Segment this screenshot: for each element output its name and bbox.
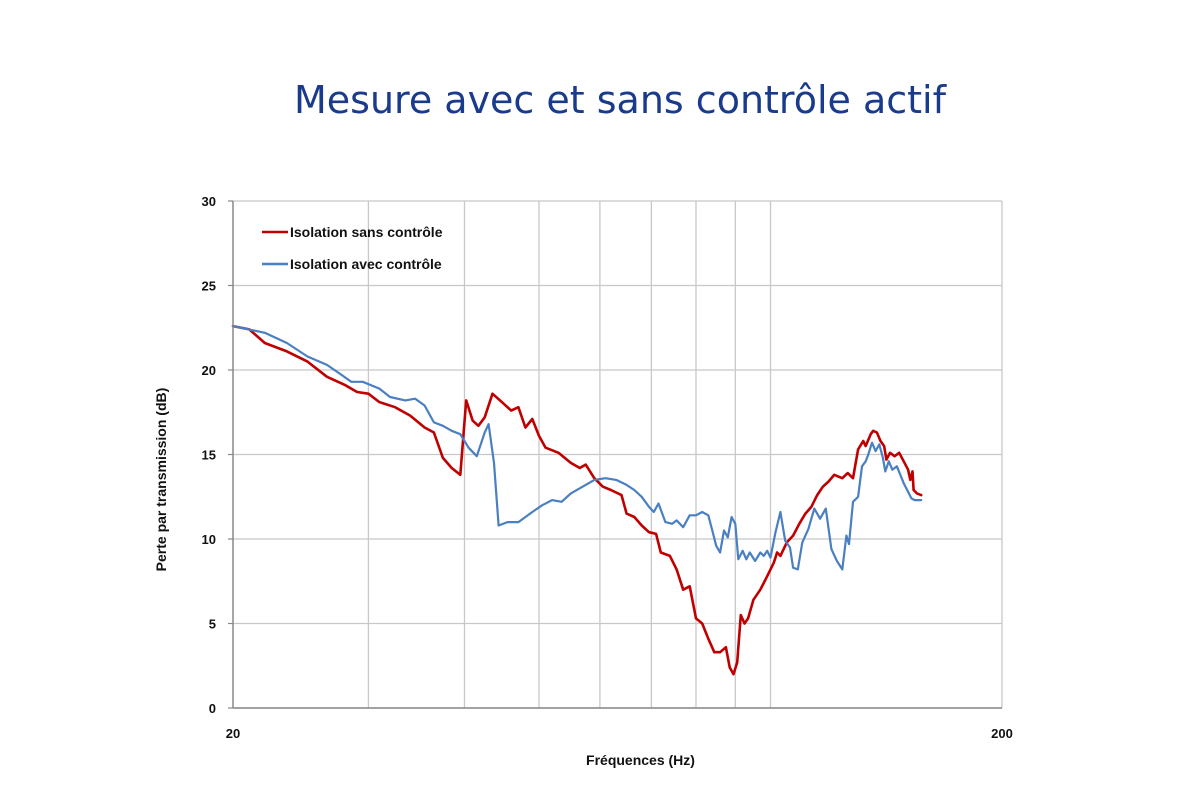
series-line-sans-controle — [231, 324, 923, 676]
series-line-avec-controle — [231, 325, 923, 571]
y-tick-label: 15 — [202, 448, 216, 463]
y-tick-label: 20 — [202, 363, 216, 378]
y-tick-label: 30 — [202, 194, 216, 209]
y-tick-label: 5 — [209, 617, 216, 632]
legend-label: Isolation sans contrôle — [290, 224, 443, 240]
y-tick-label: 10 — [202, 532, 216, 547]
series-layer — [231, 324, 923, 676]
legend-label: Isolation avec contrôle — [290, 256, 442, 272]
tick-labels: 0 5 10 15 20 25 30 20 200 — [202, 194, 1013, 741]
legend: Isolation sans contrôle Isolation avec co… — [262, 224, 443, 272]
axes — [228, 200, 1002, 709]
x-tick-label: 20 — [226, 726, 240, 741]
x-axis-title: Fréquences (Hz) — [586, 752, 695, 768]
y-tick-label: 0 — [209, 701, 216, 716]
page-title: Mesure avec et sans contrôle actif — [293, 78, 946, 122]
x-tick-label: 200 — [991, 726, 1013, 741]
y-axis-title: Perte par transmission (dB) — [153, 388, 169, 572]
y-tick-label: 25 — [202, 279, 216, 294]
